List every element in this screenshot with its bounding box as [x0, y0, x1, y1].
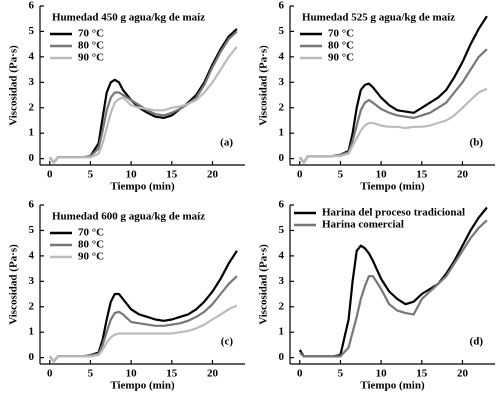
x-tick-label: 0: [47, 368, 53, 380]
y-axis-label: Viscosidad (Pa·s): [258, 244, 270, 325]
legend-label: Harina comercial: [322, 219, 404, 231]
x-tick-label: 20: [207, 368, 219, 380]
legend-label: 80 °C: [328, 40, 354, 52]
legend-label: 90 °C: [78, 251, 104, 263]
y-tick-label: 3: [29, 275, 35, 287]
legend-label: 70 °C: [328, 28, 354, 40]
panel-label: (a): [220, 137, 233, 149]
x-tick-label: 0: [297, 368, 303, 380]
y-tick-label: 4: [29, 50, 35, 62]
y-tick-label: 3: [29, 76, 35, 88]
y-tick-label: 3: [279, 275, 285, 287]
y-tick-label: 2: [279, 300, 285, 312]
panel: 0 1 2 3 4 5 6 0 5 10 15 20 Tiempo (min) Viscosidad (P…: [258, 199, 495, 392]
x-tick-label: 5: [338, 169, 344, 181]
x-tick-label: 15: [416, 368, 428, 380]
x-tick-label: 10: [376, 169, 388, 181]
panel: 0 1 2 3 4 5 6 0 5 10 15 20 Tiempo (min) Viscosidad (P…: [258, 0, 495, 193]
y-tick-label: 5: [279, 224, 285, 236]
x-tick-label: 10: [376, 368, 388, 380]
x-tick-label: 10: [126, 169, 138, 181]
series-line: [299, 219, 488, 358]
y-tick-label: 0: [29, 152, 35, 164]
x-axis-label: Tiempo (min): [360, 181, 425, 193]
y-tick-label: 6: [279, 199, 285, 211]
panel: 0 1 2 3 4 5 6 0 5 10 15 20 Tiempo (min) Viscosidad (P…: [8, 0, 245, 193]
series-line: [48, 46, 238, 164]
y-tick-label: 2: [279, 101, 285, 113]
legend-label: 90 °C: [328, 52, 354, 64]
panel-label: (c): [221, 336, 234, 348]
legend-label: 70 °C: [78, 227, 104, 239]
series-line: [298, 48, 488, 164]
legend-label: 70 °C: [78, 28, 104, 40]
panel-label: (d): [470, 336, 484, 348]
x-tick-label: 5: [338, 368, 344, 380]
y-tick-label: 0: [279, 351, 285, 363]
y-tick-label: 6: [29, 0, 35, 12]
series-line: [48, 304, 238, 363]
x-axis-label: Tiempo (min): [110, 181, 175, 193]
panel-title: Humedad 600 g agua/kg de maíz: [52, 211, 205, 223]
legend-label: 80 °C: [78, 40, 104, 52]
y-tick-label: 2: [29, 300, 35, 312]
x-axis-label: Tiempo (min): [110, 380, 175, 392]
x-tick-label: 20: [457, 368, 469, 380]
x-tick-label: 15: [416, 169, 428, 181]
y-tick-label: 1: [279, 326, 285, 338]
y-tick-label: 5: [29, 25, 35, 37]
legend-label: 80 °C: [78, 239, 104, 251]
x-tick-label: 0: [297, 169, 303, 181]
panel: 0 1 2 3 4 5 6 0 5 10 15 20 Tiempo (min) Viscosidad (P…: [8, 199, 245, 392]
legend-label: Harina del proceso tradicional: [322, 207, 465, 219]
series-line: [298, 87, 488, 164]
y-tick-label: 3: [279, 76, 285, 88]
x-tick-label: 20: [457, 169, 469, 181]
y-tick-label: 6: [29, 199, 35, 211]
x-tick-label: 20: [207, 169, 219, 181]
x-tick-label: 5: [88, 368, 94, 380]
panel-title: Humedad 450 g agua/kg de maíz: [52, 12, 205, 24]
y-axis-label: Viscosidad (Pa·s): [258, 45, 270, 126]
series-line: [48, 275, 238, 363]
legend-label: 90 °C: [78, 52, 104, 64]
y-tick-label: 5: [279, 25, 285, 37]
y-tick-label: 4: [279, 249, 285, 261]
x-tick-label: 5: [88, 169, 94, 181]
y-axis-label: Viscosidad (Pa·s): [8, 244, 20, 325]
x-tick-label: 0: [47, 169, 53, 181]
y-tick-label: 1: [29, 326, 35, 338]
y-tick-label: 0: [29, 351, 35, 363]
y-tick-label: 1: [279, 127, 285, 139]
y-tick-label: 6: [279, 0, 285, 12]
y-tick-label: 0: [279, 152, 285, 164]
x-tick-label: 15: [166, 368, 178, 380]
x-tick-label: 10: [126, 368, 138, 380]
panel-title: Humedad 525 g agua/kg de maíz: [302, 12, 455, 24]
y-axis-label: Viscosidad (Pa·s): [8, 45, 20, 126]
x-tick-label: 15: [166, 169, 178, 181]
y-tick-label: 5: [29, 224, 35, 236]
x-axis-label: Tiempo (min): [360, 380, 425, 392]
y-tick-label: 4: [279, 50, 285, 62]
y-tick-label: 2: [29, 101, 35, 113]
y-tick-label: 4: [29, 249, 35, 261]
panel-label: (b): [470, 137, 484, 149]
y-tick-label: 1: [29, 127, 35, 139]
